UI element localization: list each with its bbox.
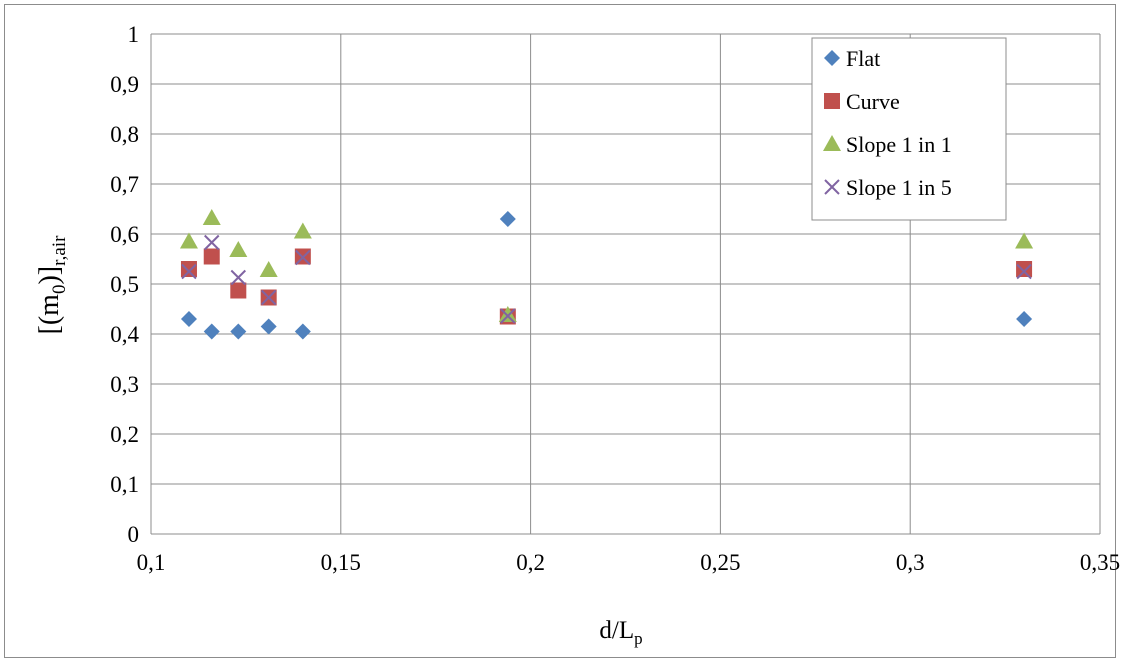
data-point-slope-1-in-5 (204, 234, 220, 251)
legend-label-slope-1-in-1: Slope 1 in 1 (846, 132, 952, 157)
y-tick-label: 0,8 (110, 122, 139, 147)
data-point-slope-1-in-5 (181, 263, 197, 280)
data-point-flat (499, 211, 516, 227)
data-point-slope-1-in-1 (202, 209, 221, 225)
data-point-slope-1-in-5 (1016, 263, 1032, 280)
x-axis-title: d/Lp (599, 617, 642, 648)
y-tick-label: 0,9 (110, 72, 139, 97)
series-flat (180, 211, 1033, 340)
data-point-flat (230, 323, 247, 340)
y-tick-label: 0,5 (110, 272, 139, 297)
x-tick-label: 0,35 (1080, 550, 1120, 575)
legend-marker-curve (824, 93, 840, 109)
x-tick-label: 0,2 (516, 550, 545, 575)
x-tick-label: 0,25 (700, 550, 740, 575)
data-point-flat (260, 318, 277, 335)
y-tick-label: 0,1 (110, 472, 139, 497)
data-point-slope-1-in-1 (259, 261, 278, 277)
y-tick-label: 0,4 (110, 322, 139, 347)
data-point-curve (230, 282, 247, 299)
legend-box (811, 37, 1007, 221)
legend-label-flat: Flat (846, 46, 880, 71)
gridlines (150, 33, 1101, 535)
data-point-flat (1016, 311, 1033, 327)
x-tick-label: 0,1 (137, 550, 166, 575)
data-point-flat (180, 311, 197, 327)
data-point-flat (203, 323, 220, 340)
data-point-slope-1-in-1 (179, 232, 198, 249)
data-point-curve (1016, 261, 1033, 277)
data-point-slope-1-in-1 (229, 241, 248, 257)
series-slope-1-in-5 (181, 234, 1032, 324)
data-point-slope-1-in-5 (295, 249, 311, 266)
y-tick-label: 0 (128, 522, 140, 547)
legend-marker-flat (824, 50, 840, 66)
legend-marker-slope-1-in-1 (823, 135, 841, 151)
legend-label-curve: Curve (846, 89, 900, 114)
legend: Flat Curve Slope 1 in 1 Slope 1 in 5 (811, 37, 1007, 221)
data-point-slope-1-in-1 (498, 306, 517, 322)
x-tick-label: 0,15 (321, 550, 361, 575)
data-point-curve (203, 248, 220, 265)
data-points (179, 209, 1034, 340)
series-slope-1-in-1 (179, 209, 1034, 322)
legend-label-slope-1-in-5: Slope 1 in 5 (846, 175, 952, 200)
data-point-slope-1-in-1 (1015, 232, 1034, 249)
y-tick-label: 0,3 (110, 372, 139, 397)
data-point-slope-1-in-5 (260, 289, 277, 306)
data-point-slope-1-in-1 (293, 222, 312, 239)
x-tick-label: 0,3 (896, 550, 925, 575)
data-point-flat (294, 323, 311, 340)
data-point-curve (180, 261, 197, 277)
y-tick-label: 0,2 (110, 422, 139, 447)
data-point-slope-1-in-5 (230, 269, 247, 286)
y-axis-title: [(m0)]r,air (34, 235, 70, 335)
series-curve (180, 248, 1033, 325)
legend-marker-slope-1-in-5 (824, 179, 840, 195)
data-point-slope-1-in-5 (500, 308, 516, 324)
y-tick-label: 0,6 (110, 222, 139, 247)
y-tick-label: 0,7 (110, 172, 139, 197)
tick-labels: 0 0,1 0,2 0,3 0,4 0,5 0,6 0,7 0,8 0,9 1 0,1 0,15 0,2 0… (110, 22, 1120, 575)
y-tick-label: 1 (128, 22, 140, 47)
